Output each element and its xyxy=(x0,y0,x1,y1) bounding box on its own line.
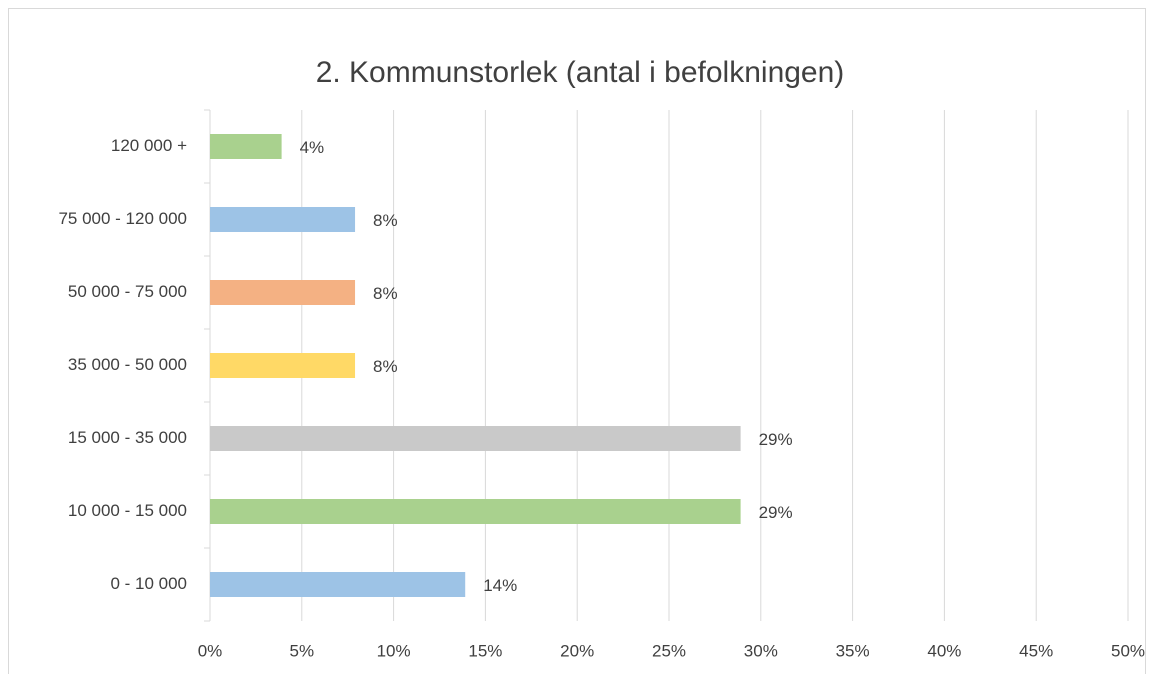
y-tick-label: 15 000 - 35 000 xyxy=(68,428,187,447)
data-label: 8% xyxy=(373,284,398,303)
y-tick-label: 10 000 - 15 000 xyxy=(68,501,187,520)
bar xyxy=(210,426,741,451)
data-label: 8% xyxy=(373,211,398,230)
x-tick-label: 15% xyxy=(468,641,502,660)
x-tick-label: 20% xyxy=(560,641,594,660)
x-tick-label: 25% xyxy=(652,641,686,660)
y-tick-label: 50 000 - 75 000 xyxy=(68,282,187,301)
y-tick-label: 120 000 + xyxy=(111,136,187,155)
y-tick-label: 35 000 - 50 000 xyxy=(68,355,187,374)
data-label: 4% xyxy=(300,138,325,157)
x-tick-label: 10% xyxy=(377,641,411,660)
chart-title: 2. Kommunstorlek (antal i befolkningen) xyxy=(316,56,845,89)
data-label: 8% xyxy=(373,357,398,376)
y-tick-label: 0 - 10 000 xyxy=(110,574,187,593)
data-label: 29% xyxy=(759,503,793,522)
x-tick-label: 45% xyxy=(1019,641,1053,660)
bar xyxy=(210,353,356,378)
x-tick-label: 0% xyxy=(198,641,223,660)
data-label: 29% xyxy=(759,430,793,449)
bar xyxy=(210,572,466,597)
x-tick-label: 5% xyxy=(290,641,315,660)
x-tick-label: 40% xyxy=(927,641,961,660)
x-tick-label: 30% xyxy=(744,641,778,660)
bar xyxy=(210,280,356,305)
y-tick-label: 75 000 - 120 000 xyxy=(58,209,187,228)
data-label: 14% xyxy=(483,576,517,595)
bar xyxy=(210,499,741,524)
bar xyxy=(210,134,282,159)
bar xyxy=(210,207,356,232)
x-tick-label: 50% xyxy=(1111,641,1145,660)
x-tick-label: 35% xyxy=(836,641,870,660)
